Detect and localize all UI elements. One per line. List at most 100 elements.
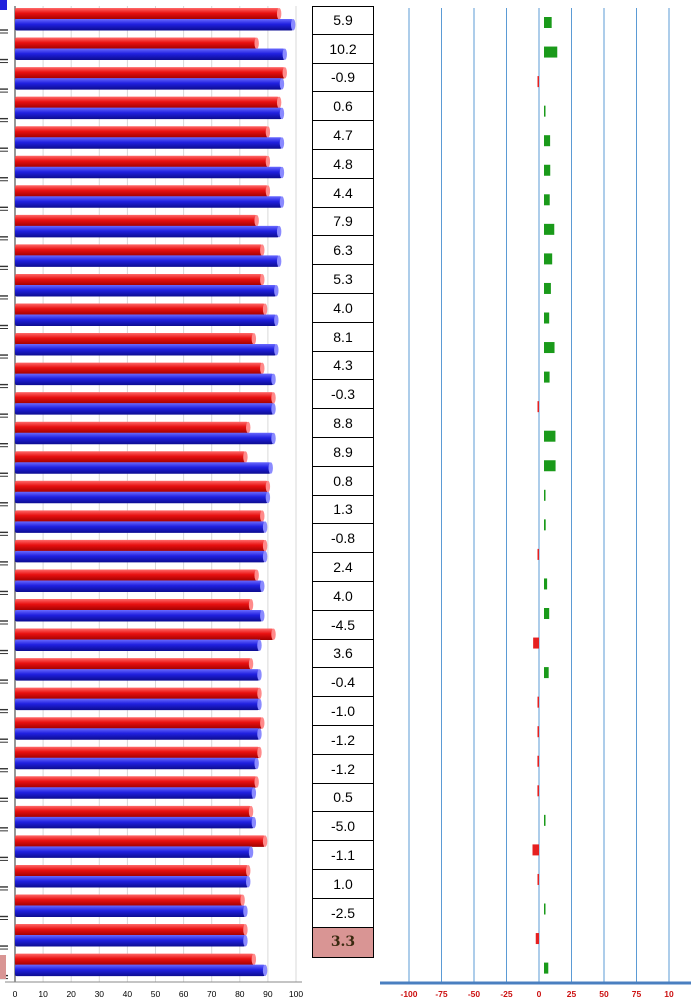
positive-difference-bar bbox=[544, 105, 546, 117]
red-bar bbox=[15, 244, 265, 256]
difference-chart-x-tick-label: 50 bbox=[599, 989, 609, 999]
blue-bar bbox=[15, 816, 257, 829]
corner-marker bbox=[0, 0, 7, 10]
difference-chart-bars bbox=[532, 17, 558, 974]
difference-cell: 7.9 bbox=[312, 207, 374, 237]
difference-chart-x-tick-label: -25 bbox=[500, 989, 513, 999]
blue-bar bbox=[15, 284, 279, 297]
blue-bar bbox=[15, 964, 268, 977]
red-bar bbox=[15, 628, 276, 641]
blue-bar bbox=[15, 314, 279, 326]
bar-chart-x-tick-label: 10 bbox=[38, 989, 48, 999]
red-bar bbox=[15, 8, 282, 20]
red-bar bbox=[15, 924, 248, 936]
difference-cell: -2.5 bbox=[312, 898, 374, 928]
red-bar bbox=[15, 273, 265, 286]
blue-bar bbox=[15, 48, 287, 61]
negative-difference-bar bbox=[537, 785, 539, 797]
red-bar bbox=[15, 303, 268, 315]
blue-bar bbox=[15, 757, 259, 770]
positive-difference-bar bbox=[544, 962, 549, 974]
blue-bar bbox=[15, 137, 285, 149]
positive-difference-bar bbox=[544, 667, 549, 679]
total-row-marker bbox=[0, 955, 6, 979]
negative-difference-bar bbox=[535, 933, 539, 945]
bar-chart-x-tick-label: 90 bbox=[263, 989, 273, 999]
blue-bar bbox=[15, 875, 251, 888]
difference-cell: 2.4 bbox=[312, 553, 374, 582]
negative-difference-bar bbox=[537, 401, 539, 413]
red-bar bbox=[15, 126, 271, 138]
red-bar bbox=[15, 953, 257, 966]
difference-cell: 4.0 bbox=[312, 293, 374, 323]
positive-difference-bar bbox=[544, 608, 550, 619]
negative-difference-bar bbox=[537, 76, 539, 88]
difference-cell: -1.2 bbox=[312, 754, 374, 784]
blue-bar bbox=[15, 669, 262, 681]
difference-cell: 0.6 bbox=[312, 92, 374, 122]
difference-bar-chart: -100 -75 -50 -25 0 25 50 75 10 bbox=[380, 8, 691, 999]
positive-difference-bar bbox=[544, 578, 548, 590]
red-bar bbox=[15, 864, 251, 877]
difference-chart-x-tick-label: 10 bbox=[664, 989, 674, 999]
red-bar bbox=[15, 510, 265, 522]
difference-cell: 8.1 bbox=[312, 322, 374, 352]
difference-chart-x-tick-label: -100 bbox=[400, 989, 417, 999]
difference-cell: 4.7 bbox=[312, 121, 374, 150]
red-bar bbox=[15, 717, 265, 729]
positive-difference-bar bbox=[544, 814, 546, 826]
difference-cell: 5.9 bbox=[312, 6, 374, 35]
difference-cell: 6.3 bbox=[312, 236, 374, 266]
red-bar bbox=[15, 835, 268, 847]
positive-difference-bar bbox=[544, 135, 551, 147]
bar-chart-x-tick-label: 100 bbox=[289, 989, 303, 999]
positive-difference-bar bbox=[544, 489, 546, 501]
bar-chart-x-tick-label: 20 bbox=[66, 989, 76, 999]
difference-cell: 0.8 bbox=[312, 466, 374, 496]
positive-difference-bar bbox=[544, 282, 551, 294]
red-bar bbox=[15, 185, 271, 197]
positive-difference-bar bbox=[544, 371, 550, 383]
blue-bar bbox=[15, 462, 273, 474]
difference-cell: -1.2 bbox=[312, 725, 374, 755]
difference-cell: -5.0 bbox=[312, 812, 374, 842]
red-bar bbox=[15, 894, 245, 906]
bar-chart-x-tick-label: 70 bbox=[207, 989, 217, 999]
blue-bar bbox=[15, 432, 276, 445]
red-bar bbox=[15, 214, 259, 227]
red-bar bbox=[15, 392, 276, 404]
blue-bar bbox=[15, 225, 282, 238]
blue-bar bbox=[15, 905, 248, 917]
difference-chart-x-tick-label: -75 bbox=[435, 989, 448, 999]
row-stub-marks bbox=[0, 0, 8, 980]
difference-cell: -4.5 bbox=[312, 610, 374, 640]
difference-cell: -0.9 bbox=[312, 63, 374, 93]
difference-chart-x-tick-label: 0 bbox=[537, 989, 542, 999]
blue-bar bbox=[15, 373, 276, 386]
positive-difference-bar bbox=[544, 903, 546, 915]
bar-chart-x-tick-label: 50 bbox=[151, 989, 161, 999]
difference-cell: -0.8 bbox=[312, 524, 374, 554]
difference-cell: 4.3 bbox=[312, 351, 374, 381]
negative-difference-bar bbox=[532, 844, 539, 856]
positive-difference-bar bbox=[544, 194, 550, 206]
red-bar bbox=[15, 362, 265, 375]
difference-cell: 8.9 bbox=[312, 437, 374, 467]
red-bar bbox=[15, 687, 262, 700]
difference-cell: 10.2 bbox=[312, 34, 374, 64]
red-bar bbox=[15, 776, 259, 788]
blue-bar bbox=[15, 698, 262, 711]
blue-bar bbox=[15, 107, 285, 120]
blue-bar bbox=[15, 580, 265, 592]
bar-chart-x-tick-label: 40 bbox=[123, 989, 133, 999]
blue-bar bbox=[15, 78, 285, 90]
difference-cell: 5.3 bbox=[312, 265, 374, 294]
bar-chart-x-tick-label: 30 bbox=[95, 989, 105, 999]
positive-difference-bar bbox=[544, 312, 550, 324]
red-bar bbox=[15, 155, 271, 168]
positive-difference-bar bbox=[544, 430, 556, 442]
difference-total-cell: 3.3 bbox=[312, 927, 374, 958]
comparison-bar-chart: 0 10 20 30 40 50 60 70 80 90 100 bbox=[0, 0, 303, 999]
positive-difference-bar bbox=[544, 342, 555, 354]
blue-bar bbox=[15, 846, 254, 858]
